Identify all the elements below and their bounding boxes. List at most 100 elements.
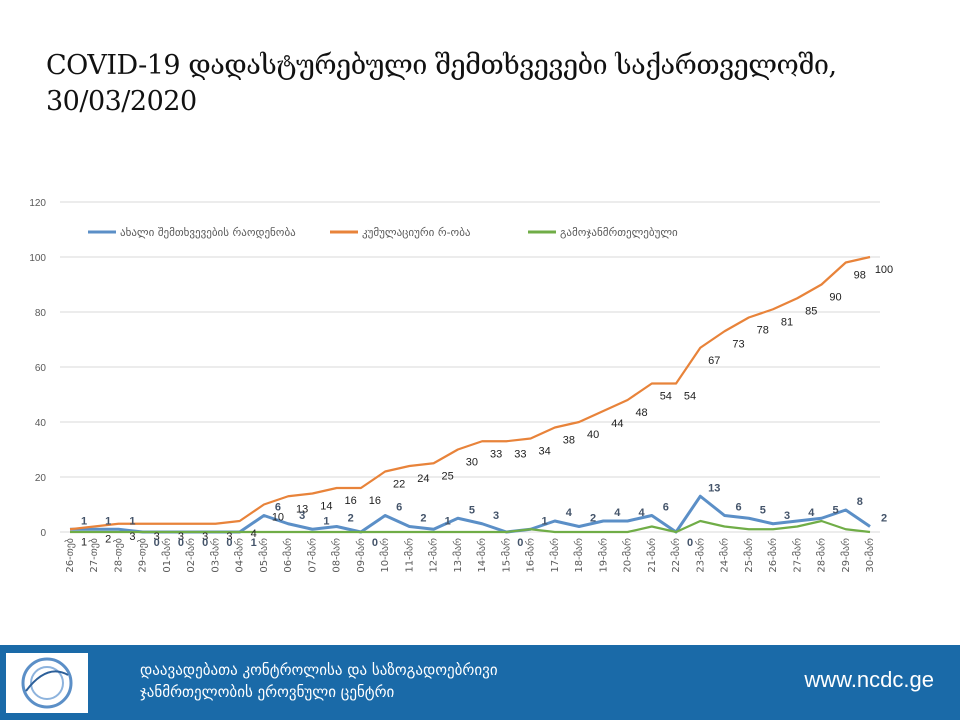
new-cases-data-label: 1 — [251, 537, 257, 549]
series-line-2 — [69, 255, 871, 531]
chart-legend: ახალი შემთხვევების რაოდენობა კუმულაციური … — [88, 226, 678, 239]
page-title: COVID-19 დადასტურებული შემთხვევები საქარ… — [46, 48, 926, 120]
new-cases-data-label: 4 — [808, 507, 815, 519]
cumulative-data-label: 30 — [466, 457, 478, 469]
new-cases-data-label: 4 — [639, 507, 646, 519]
new-cases-data-label: 3 — [784, 510, 790, 522]
x-tick-label: 20-მარ — [622, 538, 634, 573]
new-cases-data-label: 3 — [299, 510, 305, 522]
x-tick-label: 16-მარ — [525, 538, 537, 573]
cumulative-data-label: 33 — [490, 448, 502, 460]
globe-logo-icon — [21, 657, 73, 709]
new-cases-data-label: 4 — [566, 507, 573, 519]
y-tick-label: 40 — [35, 418, 47, 429]
cumulative-data-label: 14 — [320, 501, 332, 513]
y-axis: 0 20 40 60 80 100 120 — [29, 198, 46, 539]
x-tick-label: 05-მარ — [258, 538, 270, 573]
cumulative-data-label: 48 — [635, 407, 647, 419]
x-tick-label: 30-მარ — [864, 538, 876, 573]
new-cases-data-label: 5 — [469, 504, 475, 516]
y-tick-label: 120 — [29, 198, 46, 209]
legend-label: ახალი შემთხვევების რაოდენობა — [120, 226, 296, 239]
new-cases-data-label: 6 — [396, 502, 402, 514]
x-tick-label: 22-მარ — [670, 538, 682, 573]
cumulative-data-label: 1 — [81, 536, 87, 548]
cumulative-data-label: 78 — [757, 325, 769, 337]
x-tick-label: 26-თებ — [64, 538, 76, 573]
x-tick-label: 07-მარ — [306, 538, 318, 573]
cumulative-data-label: 67 — [708, 355, 720, 367]
cumulative-data-label: 22 — [393, 479, 405, 491]
new-cases-data-label: 0 — [687, 537, 693, 549]
cumulative-data-label: 2 — [105, 534, 111, 546]
cumulative-data-label: 38 — [563, 435, 575, 447]
x-tick-label: 14-მარ — [476, 538, 488, 573]
x-tick-label: 28-თებ — [112, 538, 124, 573]
cumulative-data-label: 10 — [272, 512, 284, 524]
new-cases-data-label: 5 — [760, 504, 766, 516]
cumulative-data-label: 34 — [538, 446, 550, 458]
cumulative-data-label: 25 — [442, 470, 454, 482]
cumulative-data-label: 54 — [660, 391, 672, 403]
legend-label: კუმულაციური რ-ობა — [362, 226, 471, 239]
cumulative-data-label: 100 — [875, 264, 893, 276]
cumulative-data-label: 81 — [781, 316, 793, 328]
x-tick-label: 29-მარ — [840, 538, 852, 573]
org-line-2: ჯანმრთელობის ეროვნული ცენტრი — [140, 683, 395, 701]
cumulative-data-label: 13 — [296, 503, 308, 515]
new-cases-data-label: 6 — [275, 502, 281, 514]
x-tick-label: 15-მარ — [500, 538, 512, 573]
new-cases-data-label: 6 — [663, 502, 669, 514]
x-tick-label: 23-მარ — [694, 538, 706, 573]
website-link[interactable]: www.ncdc.ge — [804, 667, 934, 692]
cumulative-data-label: 90 — [829, 292, 841, 304]
new-cases-data-label: 1 — [129, 515, 135, 527]
x-tick-label: 04-მარ — [234, 538, 246, 573]
x-tick-label: 01-მარ — [161, 538, 173, 573]
x-tick-label: 21-მარ — [646, 538, 658, 573]
cumulative-data-label: 24 — [417, 473, 429, 485]
new-cases-data-label: 2 — [348, 513, 354, 525]
x-tick-label: 12-მარ — [428, 538, 440, 573]
series-line-3 — [70, 519, 871, 534]
cumulative-data-label: 16 — [369, 495, 381, 507]
new-cases-data-label: 1 — [323, 515, 329, 527]
x-tick-label: 25-მარ — [743, 538, 755, 573]
cumulative-data-label: 33 — [514, 448, 526, 460]
cumulative-data-label: 4 — [251, 528, 257, 540]
new-cases-data-label: 0 — [517, 537, 523, 549]
x-tick-label: 18-მარ — [573, 538, 585, 573]
x-tick-label: 09-მარ — [355, 538, 367, 573]
y-tick-label: 20 — [35, 473, 47, 484]
new-cases-data-label: 4 — [614, 507, 621, 519]
new-cases-data-label: 1 — [542, 515, 548, 527]
cumulative-data-label: 3 — [178, 531, 184, 543]
new-cases-data-label: 13 — [708, 482, 720, 494]
x-tick-label: 17-მარ — [549, 538, 561, 573]
series-lines — [69, 255, 871, 534]
y-tick-label: 100 — [29, 253, 46, 264]
cumulative-data-label: 3 — [226, 531, 232, 543]
new-cases-data-label: 8 — [857, 496, 863, 508]
new-cases-data-label: 0 — [178, 537, 184, 549]
organization-name: დაავადებათა კონტროლისა და საზოგადოებრივი… — [140, 659, 498, 703]
new-cases-data-label: 2 — [881, 513, 887, 525]
new-cases-data-label: 0 — [372, 537, 378, 549]
x-tick-label: 08-მარ — [331, 538, 343, 573]
title-line-2: 30/03/2020 — [46, 86, 197, 117]
cumulative-data-label: 73 — [732, 338, 744, 350]
x-tick-label: 27-თებ — [88, 538, 100, 573]
cumulative-data-label: 3 — [154, 531, 160, 543]
cumulative-data-label: 40 — [587, 429, 599, 441]
cumulative-data-label: 16 — [345, 495, 357, 507]
cumulative-data-label: 54 — [684, 391, 696, 403]
new-cases-data-label: 2 — [420, 513, 426, 525]
x-tick-label: 27-მარ — [791, 538, 803, 573]
x-tick-label: 11-მარ — [403, 538, 415, 573]
footer-bar: დაავადებათა კონტროლისა და საზოგადოებრივი… — [0, 645, 960, 720]
new-cases-data-label: 2 — [590, 513, 596, 525]
y-tick-label: 0 — [40, 528, 46, 539]
x-axis: 26-თებ 27-თებ 28-თებ 29-თებ 01-მარ 02-მარ 03-მ… — [64, 538, 876, 573]
x-tick-label: 13-მარ — [452, 538, 464, 573]
